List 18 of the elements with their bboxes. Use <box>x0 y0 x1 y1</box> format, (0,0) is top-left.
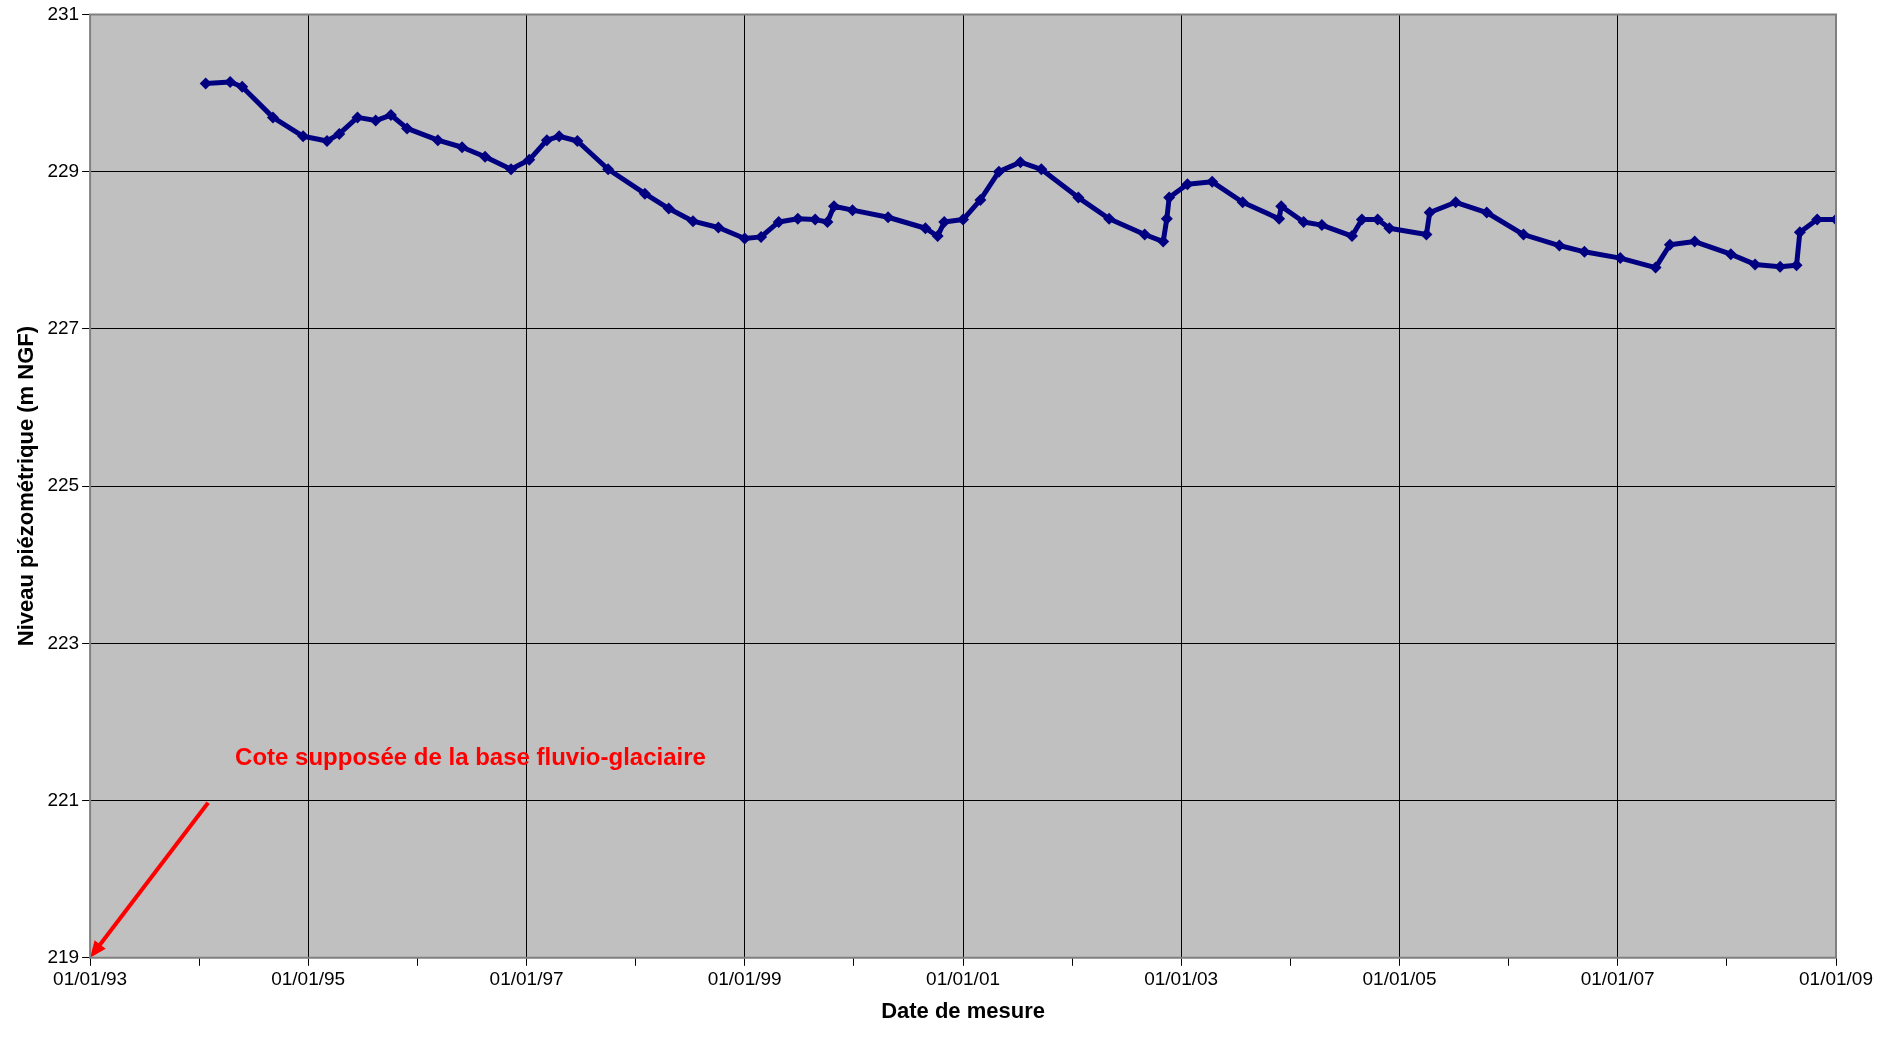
y-axis-title: Niveau piézométrique (m NGF) <box>13 325 39 647</box>
y-tick-label: 219 <box>47 946 80 968</box>
x-tick-label: 01/01/01 <box>926 968 1001 990</box>
y-tick-label: 223 <box>47 631 80 653</box>
x-tick-label: 01/01/03 <box>1144 968 1219 990</box>
x-tick-label: 01/01/09 <box>1799 968 1873 990</box>
x-tick-label: 01/01/95 <box>271 968 346 990</box>
y-tick-label: 225 <box>47 474 80 496</box>
x-tick-label: 01/01/05 <box>1362 968 1437 990</box>
x-tick-label: 01/01/97 <box>489 968 564 990</box>
x-axis-title: Date de mesure <box>881 997 1045 1023</box>
x-tick-label: 01/01/99 <box>707 968 782 990</box>
y-tick-label: 229 <box>47 159 80 181</box>
y-tick-label: 227 <box>47 317 80 339</box>
y-tick-label: 221 <box>47 788 80 810</box>
x-tick-label: 01/01/93 <box>53 968 128 990</box>
x-tick-label: 01/01/07 <box>1580 968 1655 990</box>
y-tick-label: 231 <box>47 2 80 24</box>
